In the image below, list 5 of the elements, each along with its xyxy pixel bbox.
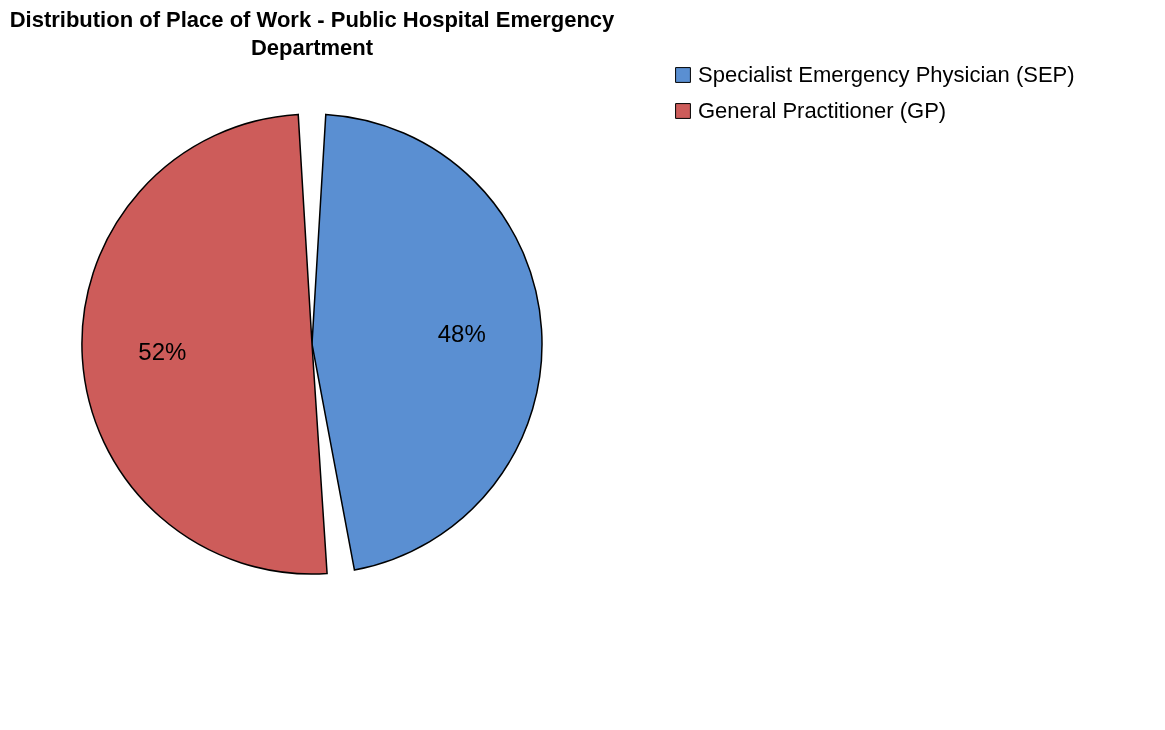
chart-title: Distribution of Place of Work - Public Hospital Emergency Department <box>9 7 616 60</box>
legend-label: Specialist Emergency Physician (SEP) <box>698 62 1075 87</box>
legend-label: General Practitioner (GP) <box>698 98 947 123</box>
data-label: 48% <box>437 319 486 347</box>
data-label: 52% <box>138 338 187 366</box>
